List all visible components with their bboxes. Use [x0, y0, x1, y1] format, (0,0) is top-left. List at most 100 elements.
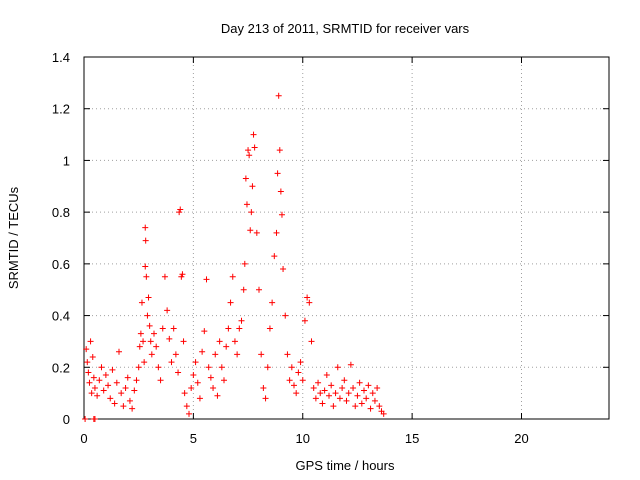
- data-point: [295, 369, 302, 376]
- data-point: [269, 299, 276, 306]
- data-point: [120, 403, 127, 410]
- data-point: [89, 353, 96, 360]
- data-point: [157, 377, 164, 384]
- data-point: [142, 263, 149, 270]
- data-point: [186, 410, 192, 417]
- data-point: [190, 372, 197, 379]
- data-point: [374, 384, 381, 391]
- data-point: [264, 364, 271, 371]
- data-point: [124, 374, 131, 381]
- data-point: [196, 395, 203, 402]
- data-point: [131, 387, 138, 394]
- y-tick-label: 1: [63, 153, 70, 168]
- data-point: [332, 390, 339, 397]
- data-point: [85, 369, 92, 376]
- data-point: [155, 364, 162, 371]
- x-tick-label: 5: [190, 431, 197, 446]
- data-point: [247, 227, 254, 234]
- data-point: [147, 338, 154, 345]
- data-point: [304, 294, 311, 301]
- data-point: [343, 397, 350, 404]
- data-point: [109, 366, 116, 373]
- data-point: [276, 147, 283, 154]
- data-point: [242, 175, 249, 182]
- data-point: [207, 374, 214, 381]
- data-point: [258, 351, 265, 358]
- data-point: [133, 377, 140, 384]
- data-point: [192, 359, 199, 366]
- data-point: [312, 395, 319, 402]
- data-point: [328, 382, 335, 389]
- data-point: [361, 387, 367, 394]
- x-tick-label: 10: [296, 431, 310, 446]
- data-point: [380, 410, 387, 417]
- data-point: [181, 390, 188, 397]
- data-point: [141, 359, 148, 366]
- data-point: [248, 209, 255, 216]
- data-point: [376, 403, 383, 410]
- data-point: [345, 390, 352, 397]
- x-axis: 0 5 10 15 20: [80, 57, 529, 446]
- data-point: [352, 403, 359, 410]
- data-point: [274, 170, 281, 177]
- x-tick-label: 20: [514, 431, 528, 446]
- data-point: [166, 335, 173, 342]
- data-point: [315, 379, 322, 386]
- data-point: [183, 403, 190, 410]
- data-point: [234, 351, 241, 358]
- data-point: [86, 379, 93, 386]
- data-point: [90, 374, 97, 381]
- data-point: [249, 183, 256, 190]
- data-point: [143, 273, 150, 280]
- data-point: [122, 384, 129, 391]
- x-tick-label: 0: [80, 431, 87, 446]
- data-point: [98, 364, 105, 371]
- data-point: [250, 131, 257, 138]
- data-point: [266, 325, 273, 332]
- data-point: [260, 384, 267, 391]
- data-point: [159, 325, 166, 332]
- plot-frame: [83, 56, 610, 420]
- data-point: [291, 382, 297, 389]
- data-point: [317, 390, 324, 397]
- data-point: [212, 351, 219, 358]
- data-point: [126, 397, 133, 404]
- data-point: [321, 387, 328, 394]
- data-point: [144, 312, 151, 319]
- data-point: [238, 317, 245, 324]
- data-point: [145, 294, 152, 301]
- y-tick-label: 1.2: [52, 102, 70, 117]
- data-point: [214, 392, 221, 399]
- data-point: [194, 379, 201, 386]
- data-point: [253, 229, 260, 236]
- data-point: [210, 384, 217, 391]
- data-point: [280, 266, 287, 273]
- data-point: [203, 276, 210, 283]
- data-point: [334, 364, 341, 371]
- x-axis-label: GPS time / hours: [296, 458, 395, 473]
- data-point: [205, 364, 212, 371]
- data-point: [135, 364, 142, 371]
- data-point: [229, 273, 236, 280]
- data-point: [218, 364, 225, 371]
- data-point: [275, 92, 282, 99]
- data-point: [243, 201, 250, 208]
- data-point: [137, 330, 144, 337]
- data-point: [201, 328, 208, 335]
- data-point: [369, 390, 376, 397]
- data-point: [91, 384, 98, 391]
- data-point: [350, 384, 357, 391]
- data-point: [177, 206, 184, 213]
- data-point: [136, 343, 143, 350]
- data-point: [140, 338, 147, 345]
- y-tick-label: 0.8: [52, 205, 70, 220]
- data-point: [301, 317, 308, 324]
- data-point: [236, 325, 243, 332]
- data-point: [111, 400, 118, 407]
- data-point: [176, 209, 183, 216]
- data-series: [82, 92, 387, 422]
- data-point: [153, 343, 160, 350]
- data-point: [148, 351, 155, 358]
- data-point: [273, 229, 280, 236]
- y-tick-label: 0: [63, 412, 70, 427]
